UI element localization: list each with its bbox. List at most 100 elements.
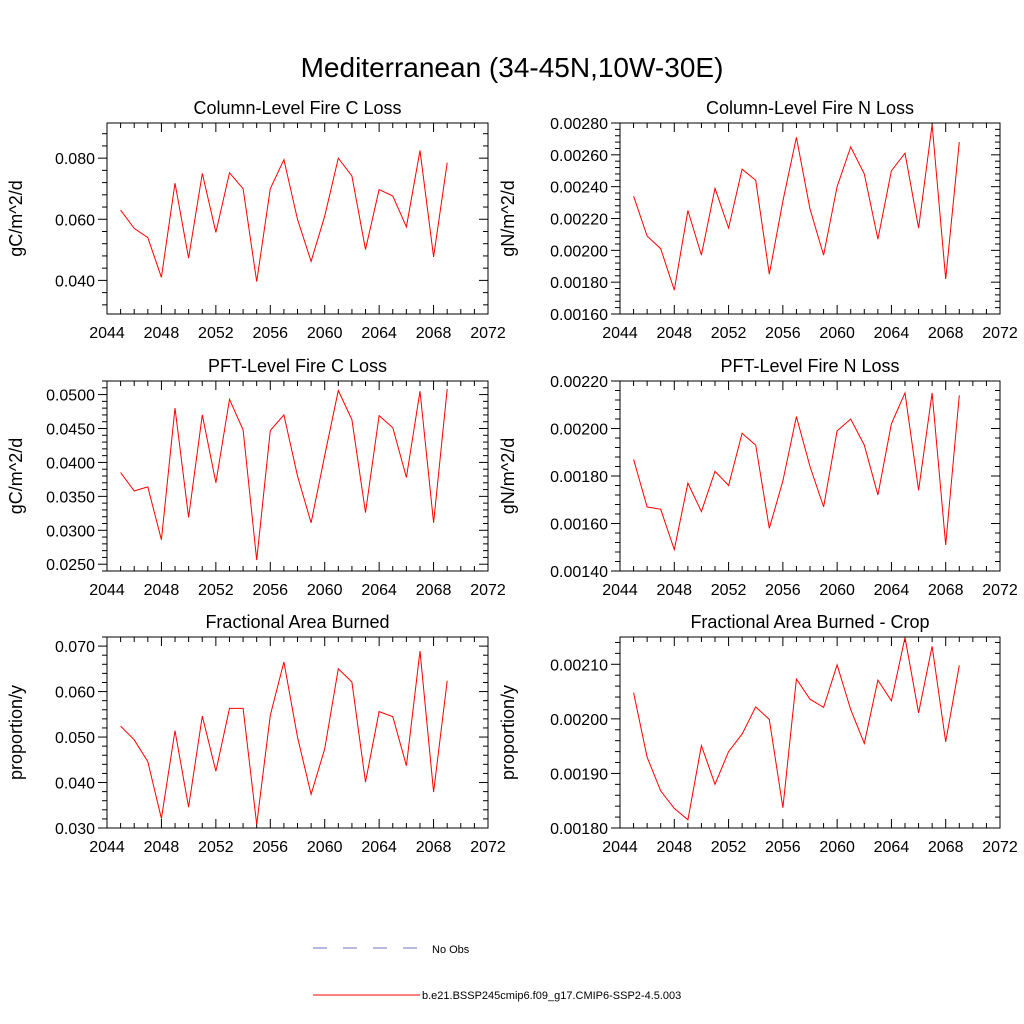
x-tick-label: 2056 (765, 582, 801, 599)
y-tick-label: 0.050 (55, 730, 95, 747)
x-tick-label: 2048 (144, 582, 180, 599)
series-line (633, 124, 960, 291)
y-axis-label: gC/m^2/d (6, 438, 26, 514)
y-tick-label: 0.060 (55, 212, 95, 229)
y-tick-label: 0.00200 (550, 712, 608, 729)
panel-title: PFT-Level Fire C Loss (208, 356, 387, 376)
x-tick-label: 2048 (144, 325, 180, 342)
x-tick-label: 2068 (928, 839, 964, 856)
plot-frame (619, 122, 1001, 315)
legend-no-obs-label: No Obs (432, 944, 470, 956)
x-tick-label: 2064 (874, 582, 910, 599)
y-tick-label: 0.00190 (550, 766, 608, 783)
x-tick-label: 2072 (982, 839, 1018, 856)
y-tick-label: 0.080 (55, 151, 95, 168)
x-tick-label: 2056 (252, 839, 288, 856)
y-tick-label: 0.070 (55, 639, 95, 656)
x-tick-label: 2056 (252, 582, 288, 599)
series-line (633, 391, 960, 552)
plot-frame (619, 636, 1001, 829)
y-tick-label: 0.00210 (550, 657, 608, 674)
panel-title: Column-Level Fire C Loss (193, 98, 401, 118)
y-axis-label: proportion/y (498, 685, 518, 780)
x-tick-label: 2052 (198, 839, 234, 856)
panel-title: Fractional Area Burned - Crop (690, 612, 929, 632)
x-tick-label: 2068 (416, 839, 452, 856)
x-tick-label: 2048 (144, 839, 180, 856)
y-axis-label: gN/m^2/d (498, 438, 518, 514)
x-tick-label: 2068 (928, 582, 964, 599)
series-line (120, 651, 448, 825)
y-tick-label: 0.040 (55, 273, 95, 290)
series-line (633, 637, 960, 821)
chart-panel-3: 2044 2048 2052 2056 2060 2064 2068 2072 0.0250 0.… (6, 356, 506, 599)
y-tick-label: 0.00220 (550, 212, 608, 229)
x-tick-label: 2064 (874, 839, 910, 856)
y-tick-label: 0.0450 (46, 422, 95, 439)
x-tick-label: 2064 (361, 582, 397, 599)
x-tick-label: 2044 (89, 582, 125, 599)
x-tick-label: 2052 (711, 325, 747, 342)
x-tick-label: 2068 (928, 325, 964, 342)
y-axis-label: gC/m^2/d (6, 180, 26, 256)
x-tick-label: 2056 (765, 325, 801, 342)
panel-title: PFT-Level Fire N Loss (720, 356, 899, 376)
x-tick-label: 2044 (602, 839, 638, 856)
chart-panel-2: 2044 2048 2052 2056 2060 2064 2068 2072 0.00160 0… (498, 98, 1018, 342)
y-tick-label: 0.00260 (550, 148, 608, 165)
y-tick-label: 0.060 (55, 685, 95, 702)
x-tick-label: 2052 (711, 839, 747, 856)
x-tick-label: 2056 (765, 839, 801, 856)
y-tick-label: 0.00200 (550, 422, 608, 439)
y-tick-label: 0.00180 (550, 275, 608, 292)
x-tick-label: 2060 (307, 325, 343, 342)
legend-model-label: b.e21.BSSP245cmip6.f09_g17.CMIP6-SSP2-4.… (422, 990, 681, 1002)
y-tick-label: 0.00240 (550, 180, 608, 197)
chart-panels: 2044 2048 2052 2056 2060 2064 2068 2072 0.040 0.0… (6, 98, 1018, 856)
y-tick-label: 0.00280 (550, 116, 608, 133)
x-tick-label: 2072 (470, 839, 506, 856)
chart-panel-6: 2044 2048 2052 2056 2060 2064 2068 2072 0.00180 0… (498, 612, 1018, 856)
y-tick-label: 0.0250 (46, 557, 95, 574)
y-tick-label: 0.0350 (46, 489, 95, 506)
x-tick-label: 2064 (361, 839, 397, 856)
y-tick-label: 0.0300 (46, 523, 95, 540)
x-tick-label: 2044 (602, 325, 638, 342)
x-tick-label: 2060 (819, 582, 855, 599)
chart-panel-5: 2044 2048 2052 2056 2060 2064 2068 2072 0.030 0.0… (6, 612, 506, 856)
panel-title: Fractional Area Burned (205, 612, 389, 632)
x-tick-label: 2064 (874, 325, 910, 342)
x-tick-label: 2060 (307, 582, 343, 599)
x-tick-label: 2060 (307, 839, 343, 856)
x-tick-label: 2044 (89, 325, 125, 342)
y-tick-label: 0.00140 (550, 564, 608, 581)
y-tick-label: 0.00220 (550, 374, 608, 391)
x-tick-label: 2052 (711, 582, 747, 599)
y-tick-label: 0.0400 (46, 455, 95, 472)
figure-title: Mediterranean (34-45N,10W-30E) (301, 52, 724, 83)
x-tick-label: 2072 (982, 582, 1018, 599)
y-tick-label: 0.030 (55, 821, 95, 838)
x-tick-label: 2052 (198, 582, 234, 599)
y-tick-label: 0.040 (55, 776, 95, 793)
x-tick-label: 2052 (198, 325, 234, 342)
panel-title: Column-Level Fire N Loss (706, 98, 914, 118)
series-line (120, 150, 448, 282)
x-tick-label: 2064 (361, 325, 397, 342)
y-tick-label: 0.00160 (550, 307, 608, 324)
series-line (120, 388, 448, 561)
x-tick-label: 2048 (656, 839, 692, 856)
legend: No Obs b.e21.BSSP245cmip6.f09_g17.CMIP6-… (313, 944, 681, 1002)
y-tick-label: 0.00160 (550, 517, 608, 534)
chart-panel-4: 2044 2048 2052 2056 2060 2064 2068 2072 0.00140 0… (498, 356, 1018, 599)
y-axis-label: gN/m^2/d (498, 180, 518, 256)
x-tick-label: 2048 (656, 582, 692, 599)
x-tick-label: 2068 (416, 325, 452, 342)
y-tick-label: 0.00180 (550, 469, 608, 486)
x-tick-label: 2060 (819, 839, 855, 856)
x-tick-label: 2072 (982, 325, 1018, 342)
x-tick-label: 2056 (252, 325, 288, 342)
x-tick-label: 2068 (416, 582, 452, 599)
x-tick-label: 2072 (470, 582, 506, 599)
